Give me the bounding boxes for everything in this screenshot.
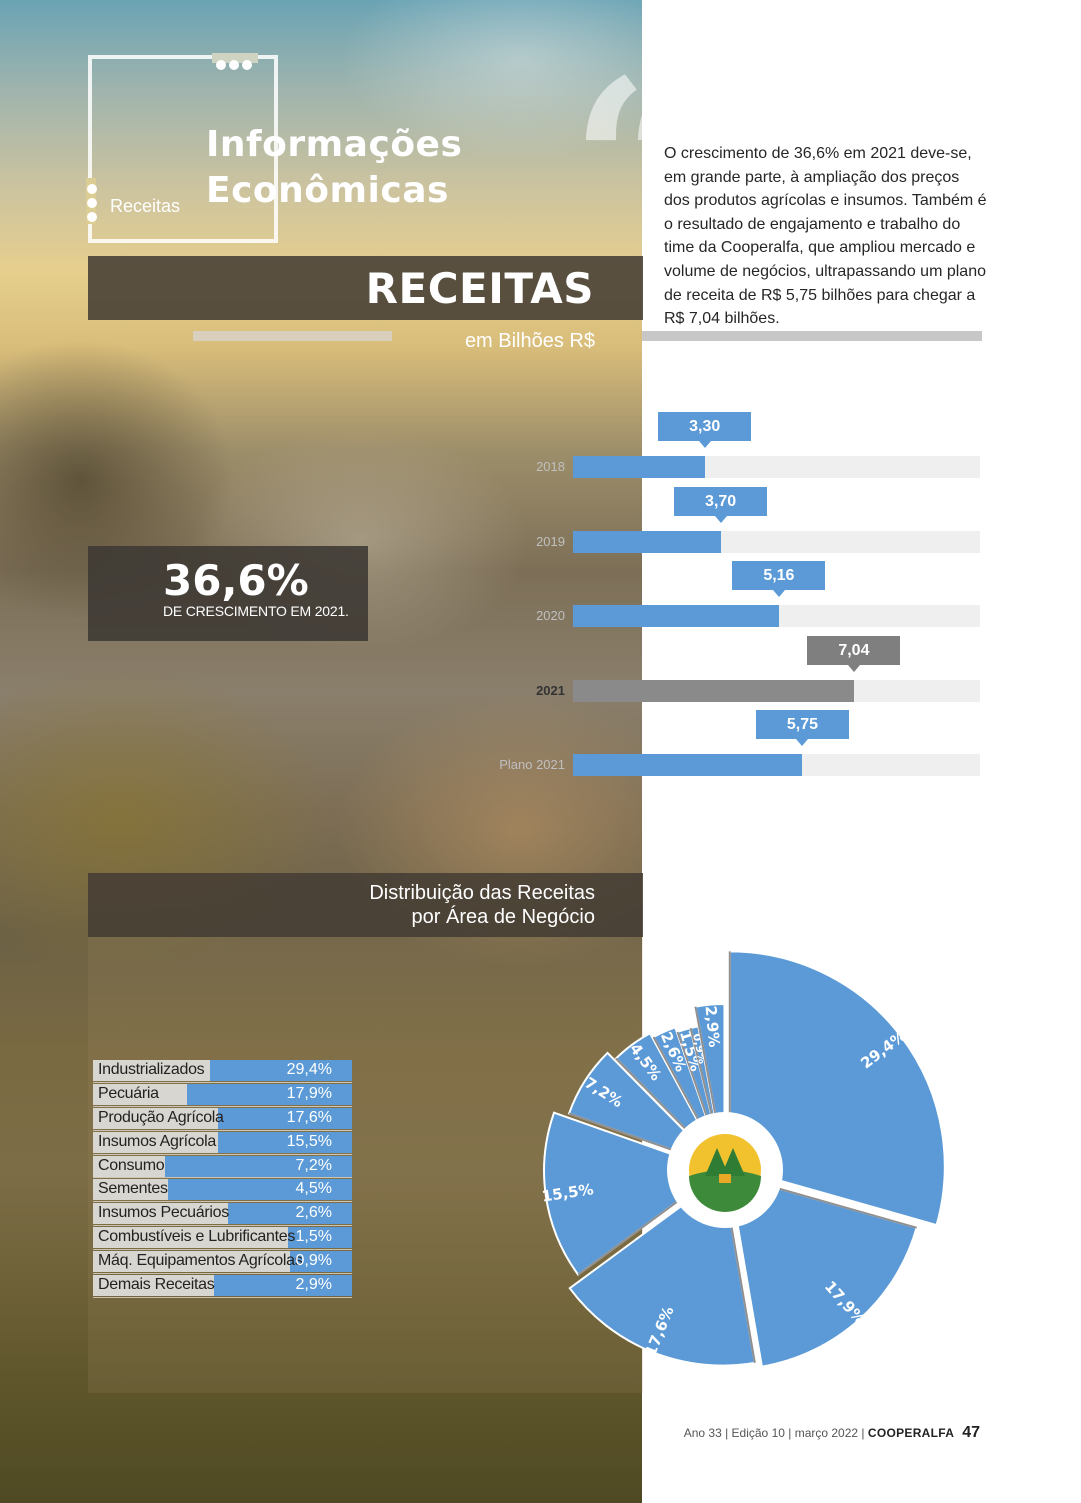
bar-track bbox=[573, 456, 980, 478]
table-row: Demais Receitas 2,9% bbox=[93, 1274, 352, 1298]
bar bbox=[573, 679, 854, 702]
page-number: 47 bbox=[962, 1424, 980, 1441]
row-value: 2,6% bbox=[295, 1204, 332, 1222]
page-title-line-1: Informações bbox=[206, 124, 463, 165]
dot-icon bbox=[87, 184, 97, 194]
footer: Ano 33 | Edição 10 | março 2022 | COOPER… bbox=[600, 1424, 980, 1442]
quote-mark-icon: “ bbox=[570, 30, 703, 300]
row-label-bg bbox=[93, 1060, 210, 1081]
pie-slice bbox=[543, 1111, 722, 1277]
row-label-bg bbox=[93, 1131, 218, 1153]
row-label: Pecuária bbox=[98, 1084, 159, 1102]
distribution-title-line-1: Distribuição das Receitas bbox=[369, 882, 595, 904]
bar-value-label: 7,04 bbox=[807, 635, 901, 672]
row-label: Consumo bbox=[98, 1156, 165, 1174]
row-value: 0,9% bbox=[295, 1252, 332, 1270]
row-label: Máq. Equipamentos Agrícolas bbox=[98, 1252, 303, 1270]
cooperalfa-logo-icon bbox=[689, 1134, 761, 1212]
pie-value-label: 2,9% bbox=[702, 1005, 724, 1048]
row-label-bg bbox=[93, 1083, 187, 1105]
table-row: Industrializados 29,4% bbox=[93, 1059, 352, 1083]
growth-caption: DE CRESCIMENTO EM 2021. bbox=[163, 603, 349, 619]
row-label-bg bbox=[93, 1275, 214, 1297]
distribution-banner bbox=[88, 873, 643, 937]
footer-brand: COOPERALFA bbox=[867, 1426, 955, 1440]
pie-slice bbox=[727, 1173, 918, 1368]
row-label-bg bbox=[93, 1179, 168, 1201]
row-value: 15,5% bbox=[286, 1132, 332, 1150]
footer-issue: Ano 33 | Edição 10 | março 2022 | bbox=[683, 1426, 868, 1440]
table-row: Insumos Agrícola 15,5% bbox=[93, 1131, 352, 1155]
dot-icon bbox=[229, 60, 239, 70]
table-row: Consumo 7,2% bbox=[93, 1155, 352, 1179]
row-label: Combustíveis e Lubrificantes bbox=[98, 1228, 296, 1246]
row-value: 1,5% bbox=[295, 1228, 332, 1246]
row-label-bg bbox=[93, 1203, 228, 1225]
growth-box bbox=[88, 546, 368, 641]
distribution-table: Industrializados 29,4% Pecuária 17,9% Produç… bbox=[93, 1059, 352, 1298]
row-label-bg bbox=[93, 1107, 218, 1129]
table-row: Pecuária 17,9% bbox=[93, 1083, 352, 1107]
divider bbox=[193, 331, 392, 341]
row-label-bg bbox=[93, 1155, 165, 1177]
row-label: Insumos Pecuários bbox=[98, 1204, 229, 1222]
bar-track bbox=[573, 530, 980, 553]
table-row: Sementes 4,5% bbox=[93, 1178, 352, 1203]
pie-slice bbox=[728, 950, 946, 1227]
dot-icon bbox=[87, 198, 97, 208]
table-row: Insumos Pecuários 2,6% bbox=[93, 1202, 352, 1227]
row-value: 17,6% bbox=[286, 1108, 332, 1126]
growth-value: 36,6% bbox=[163, 556, 309, 605]
section-title: RECEITAS bbox=[365, 264, 594, 313]
quote-text: O crescimento de 36,6% em 2021 deve-se, … bbox=[664, 145, 987, 328]
table-row: Combustíveis e Lubrificantes 1,5% bbox=[93, 1226, 352, 1251]
title-frame bbox=[88, 55, 278, 243]
row-value: 2,9% bbox=[295, 1276, 332, 1294]
row-value: 29,4% bbox=[286, 1061, 332, 1078]
bar-track bbox=[573, 679, 980, 702]
row-label: Industrializados bbox=[98, 1061, 205, 1078]
dot-icon bbox=[216, 60, 226, 70]
breadcrumb: Receitas bbox=[110, 196, 181, 216]
bar-value-label: 5,75 bbox=[755, 710, 849, 746]
dot-icon bbox=[242, 60, 252, 70]
bar-category-label: Plano 2021 bbox=[499, 757, 565, 772]
bar bbox=[573, 456, 705, 478]
row-value: 17,9% bbox=[286, 1084, 332, 1102]
row-label: Produção Agrícola bbox=[98, 1108, 224, 1126]
table-row: Máq. Equipamentos Agrícolas 0,9% bbox=[93, 1250, 352, 1275]
distribution-title-line-2: por Área de Negócio bbox=[411, 906, 595, 928]
bar-value-label: 3,70 bbox=[674, 486, 768, 523]
row-label-bg bbox=[93, 1251, 290, 1273]
distribution-pie-chart: 29,4%17,9%17,6%15,5%7,2%4,5%2,6%1,5%0,9%… bbox=[541, 950, 946, 1368]
bar bbox=[573, 605, 779, 627]
bar-category-label: 2020 bbox=[536, 608, 565, 623]
bar-category-label: 2019 bbox=[536, 533, 565, 549]
section-subtitle: em Bilhões R$ bbox=[464, 330, 595, 352]
frame-gap-top bbox=[212, 53, 258, 63]
dot-icon bbox=[87, 212, 97, 222]
row-label: Sementes bbox=[98, 1180, 168, 1198]
table-row: Produção Agrícola 17,6% bbox=[93, 1107, 352, 1131]
row-value: 4,5% bbox=[295, 1180, 332, 1198]
page-title-line-2: Econômicas bbox=[206, 170, 449, 211]
bar-value-label: 5,16 bbox=[732, 561, 826, 597]
bar bbox=[573, 754, 803, 776]
row-label: Insumos Agrícola bbox=[98, 1132, 216, 1150]
bar-category-label: 2018 bbox=[536, 459, 565, 474]
row-label: Demais Receitas bbox=[98, 1276, 215, 1294]
bar-value-label: 3,30 bbox=[658, 412, 752, 448]
bar-track bbox=[573, 605, 980, 627]
bar-track bbox=[573, 754, 980, 776]
section-banner bbox=[88, 256, 643, 320]
divider bbox=[642, 331, 982, 341]
bar-category-label: 2021 bbox=[536, 682, 565, 698]
bar bbox=[573, 530, 721, 553]
row-value: 7,2% bbox=[295, 1156, 332, 1174]
row-label-bg bbox=[93, 1227, 288, 1249]
